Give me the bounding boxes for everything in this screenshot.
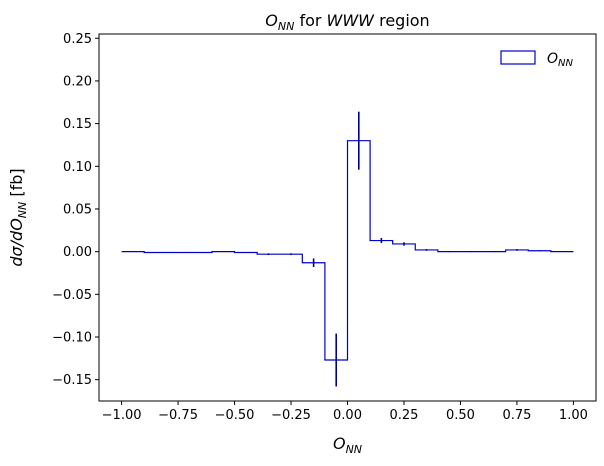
x-tick-label: −0.25 <box>271 408 311 423</box>
y-tick-label: −0.10 <box>52 330 92 345</box>
x-tick-label: −0.50 <box>215 408 255 423</box>
legend-label: ONN <box>547 51 574 69</box>
chart-title: ONN for WWW region <box>265 11 429 33</box>
x-tick-label: 0.00 <box>333 408 362 423</box>
legend-swatch <box>500 50 536 65</box>
y-tick-label: −0.05 <box>52 288 92 303</box>
y-tick-label: 0.15 <box>63 117 92 132</box>
x-tick-label: 0.50 <box>446 408 475 423</box>
y-tick-label: 0.00 <box>63 245 92 260</box>
x-tick-label: 1.00 <box>559 408 588 423</box>
y-tick-label: 0.25 <box>63 32 92 47</box>
y-tick-label: 0.05 <box>63 202 92 217</box>
y-tick-label: 0.20 <box>63 74 92 89</box>
y-axis-title: dσ/dONN [fb] <box>7 168 29 266</box>
plot-area <box>98 33 597 402</box>
x-tick-label: 0.25 <box>390 408 419 423</box>
histogram-step-line <box>121 140 574 361</box>
y-axis: −0.15 −0.10 −0.05 0.00 0.05 0.10 0.15 0.20 0.25 <box>52 32 99 388</box>
x-axis: −1.00 −0.75 −0.50 −0.25 0.00 0.25 0.50 0.75 1.00 <box>102 401 588 423</box>
y-tick-label: −0.15 <box>52 373 92 388</box>
legend: ONN <box>500 50 574 69</box>
x-tick-label: −0.75 <box>158 408 198 423</box>
x-axis-title: ONN <box>333 434 362 456</box>
y-tick-label: 0.10 <box>63 160 92 175</box>
x-tick-label: 0.75 <box>502 408 531 423</box>
x-tick-label: −1.00 <box>102 408 142 423</box>
